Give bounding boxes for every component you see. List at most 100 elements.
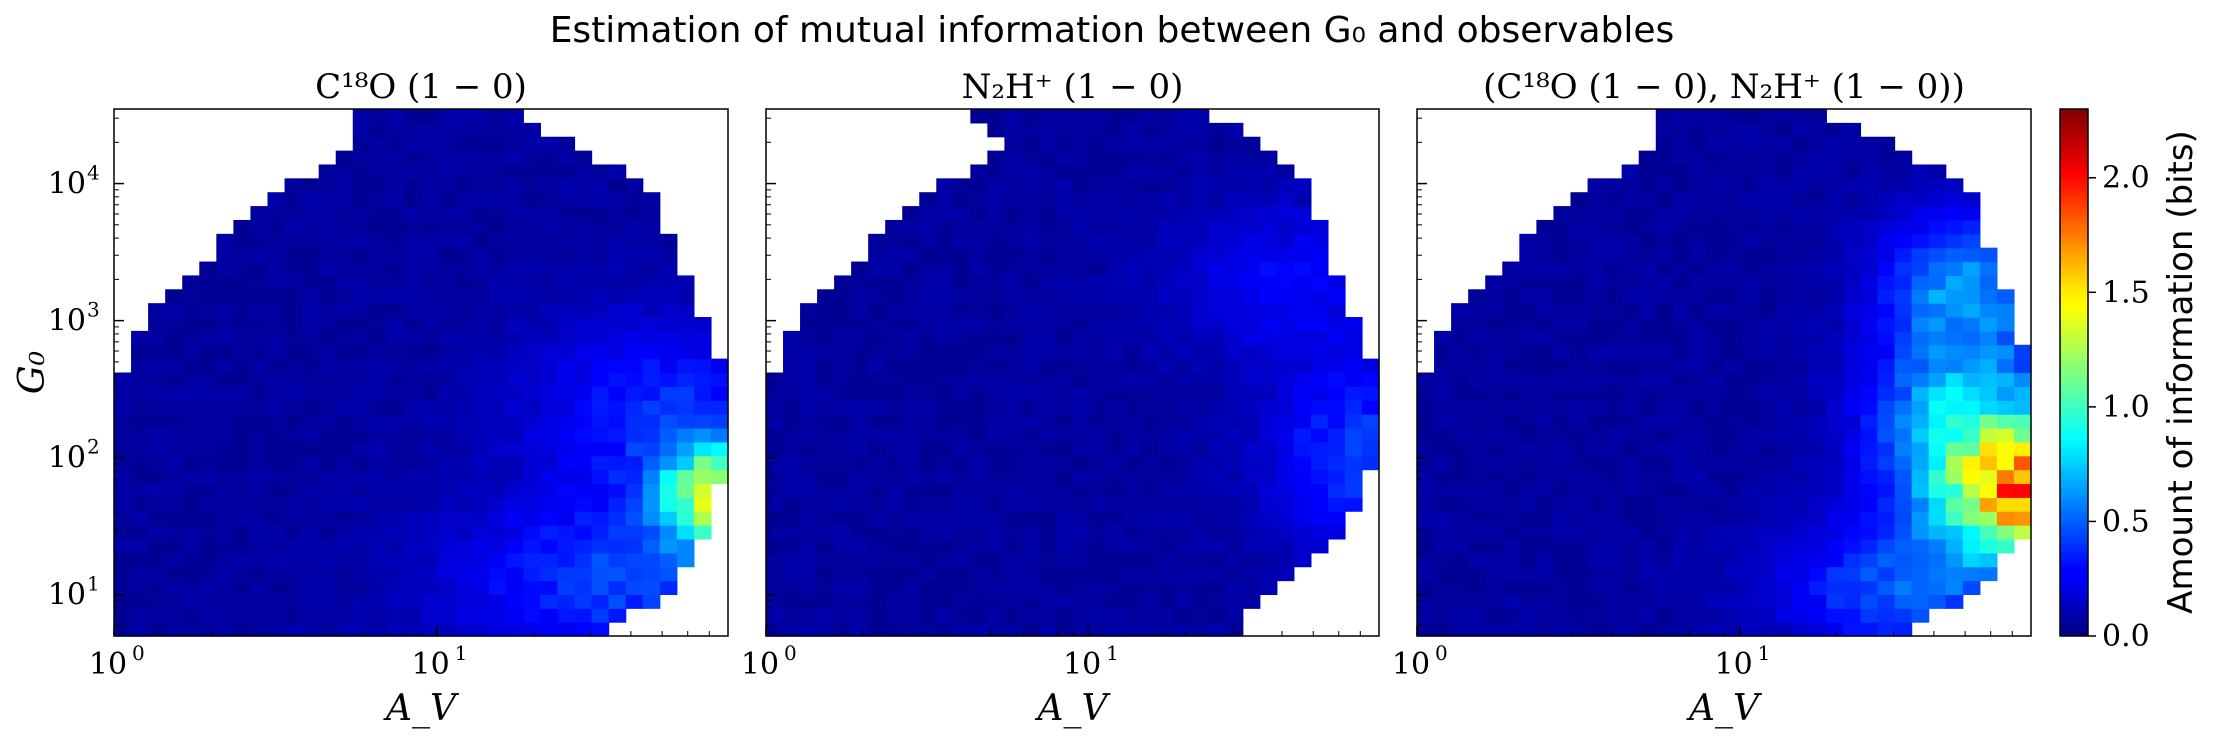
heatmap-cell — [1945, 427, 1964, 443]
heatmap-cell — [1741, 303, 1759, 318]
heatmap-cell — [1672, 317, 1691, 332]
heatmap-cell — [1434, 538, 1452, 554]
heatmap-cell — [1809, 497, 1827, 512]
heatmap-cell — [1621, 275, 1640, 290]
heatmap-cell — [1451, 400, 1469, 415]
heatmap-cell — [438, 525, 456, 540]
heatmap-cell — [1826, 164, 1844, 179]
heatmap-cell — [1724, 441, 1742, 457]
heatmap-cell — [421, 427, 439, 443]
heatmap-cell — [267, 511, 286, 526]
heatmap-cell — [114, 400, 132, 415]
heatmap-cell — [1485, 622, 1503, 637]
heatmap-cell — [919, 427, 937, 443]
heatmap-cell — [1485, 427, 1503, 443]
heatmap-cell — [885, 483, 903, 498]
heatmap-cell — [1758, 303, 1776, 318]
heatmap-cell — [1962, 538, 1981, 554]
heatmap-cell — [1021, 608, 1040, 623]
y-tick-label: 10 — [48, 441, 86, 476]
heatmap-cell — [1123, 219, 1142, 235]
heatmap-cell — [1519, 317, 1537, 332]
heatmap-cell — [659, 441, 678, 457]
heatmap-cell — [1225, 219, 1244, 235]
heatmap-cell — [574, 622, 593, 637]
heatmap-cell — [1570, 594, 1589, 609]
heatmap-cell — [868, 358, 886, 374]
heatmap-cell — [523, 552, 541, 568]
heatmap-cell — [182, 400, 200, 415]
heatmap-cell — [1106, 414, 1125, 429]
heatmap-cell — [301, 441, 320, 457]
heatmap-cell — [403, 289, 422, 304]
heatmap-cell — [625, 511, 644, 526]
heatmap-cell — [455, 594, 473, 609]
heatmap-cell — [1809, 372, 1827, 387]
heatmap-cell — [851, 469, 869, 485]
heatmap-cell — [506, 317, 524, 332]
heatmap-cell — [1004, 233, 1023, 249]
heatmap-cell — [1570, 330, 1589, 346]
heatmap-cell — [1310, 303, 1329, 318]
heatmap-cell — [438, 594, 456, 609]
heatmap-cell — [1502, 538, 1520, 554]
heatmap-cell — [250, 552, 269, 568]
heatmap-cell — [1689, 497, 1708, 512]
heatmap-cell — [970, 164, 988, 179]
heatmap-cell — [817, 358, 835, 374]
heatmap-cell — [1123, 150, 1142, 166]
heatmap-cell — [114, 455, 132, 471]
heatmap-cell — [301, 192, 320, 207]
heatmap-cell — [868, 580, 886, 595]
heatmap-cell — [216, 608, 234, 623]
heatmap-cell — [114, 622, 132, 637]
heatmap-cell — [1055, 497, 1074, 512]
heatmap-cell — [386, 122, 405, 138]
heatmap-cell — [1038, 483, 1057, 498]
heatmap-cell — [1928, 289, 1947, 304]
heatmap-cell — [800, 317, 818, 332]
heatmap-cell — [1519, 497, 1537, 512]
heatmap-cell — [936, 414, 954, 429]
heatmap-cell — [421, 511, 439, 526]
heatmap-cell — [250, 414, 269, 429]
heatmap-cell — [1417, 511, 1435, 526]
heatmap-cell — [131, 497, 149, 512]
heatmap-cell — [1157, 358, 1176, 374]
heatmap-cell — [1259, 455, 1278, 471]
heatmap-cell — [1911, 206, 1930, 221]
heatmap-cell — [1157, 178, 1176, 193]
heatmap-cell — [199, 303, 217, 318]
heatmap-cell — [1106, 109, 1125, 124]
heatmap-cell — [1242, 441, 1261, 457]
heatmap-cell — [1451, 580, 1469, 595]
heatmap-cell — [1672, 469, 1691, 485]
heatmap-cell — [182, 580, 200, 595]
heatmap-cell — [659, 275, 678, 290]
heatmap-cell — [1655, 372, 1674, 387]
heatmap-cell — [489, 414, 507, 429]
heatmap-cell — [455, 122, 473, 138]
heatmap-cell — [1672, 275, 1691, 290]
heatmap-cell — [1587, 358, 1606, 374]
heatmap-cell — [1809, 511, 1827, 526]
heatmap-cell — [1621, 538, 1640, 554]
heatmap-cell — [1276, 538, 1295, 554]
heatmap-cell — [1689, 427, 1708, 443]
heatmap-cell — [403, 261, 422, 277]
heatmap-cell — [1038, 511, 1057, 526]
heatmap-cell — [540, 525, 559, 540]
heatmap-cell — [1621, 525, 1640, 540]
heatmap-cell — [1293, 414, 1312, 429]
heatmap-cell — [676, 525, 695, 540]
heatmap-cell — [1587, 192, 1606, 207]
heatmap-cell — [919, 206, 937, 221]
heatmap-cell — [216, 275, 234, 290]
heatmap-cell — [1417, 525, 1435, 540]
heatmap-cell — [1208, 594, 1227, 609]
heatmap-cell — [1208, 289, 1227, 304]
heatmap-cell — [817, 441, 835, 457]
heatmap-cell — [335, 608, 354, 623]
heatmap-cell — [165, 525, 183, 540]
heatmap-cell — [1809, 566, 1827, 582]
